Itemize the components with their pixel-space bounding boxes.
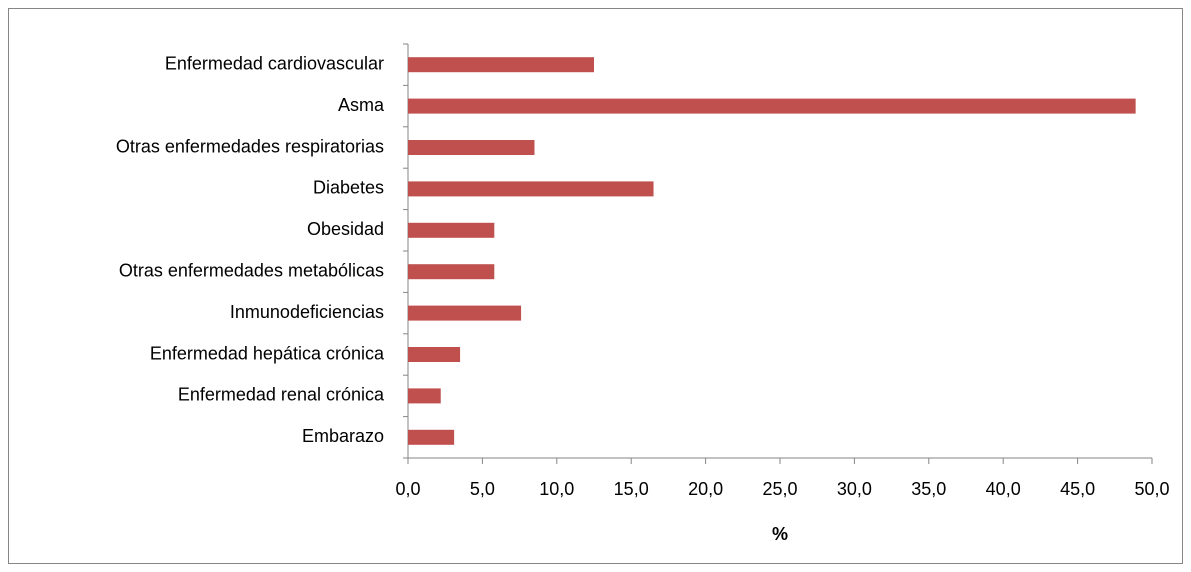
x-tick-label: 30,0 [837,479,872,499]
y-tick-label: Embarazo [302,426,384,446]
bar [408,388,441,404]
y-tick-label: Diabetes [313,178,384,198]
y-tick-label: Otras enfermedades metabólicas [119,260,384,280]
y-tick-label: Asma [338,95,385,115]
x-tick-label: 50,0 [1134,479,1169,499]
bar [408,347,461,362]
bar [408,140,535,155]
bar [408,98,1136,114]
bar [408,305,522,321]
x-tick-label: 10,0 [539,479,574,499]
y-tick-label: Obesidad [307,219,384,239]
x-axis-label: % [772,524,788,544]
y-tick-label: Enfermedad hepática crónica [150,343,385,363]
bar [408,181,654,197]
x-tick-label: 5,0 [470,479,495,499]
bar [408,57,594,73]
x-tick-label: 35,0 [911,479,946,499]
bar [408,429,455,445]
y-tick-label: Inmunodeficiencias [230,302,384,322]
y-tick-label: Otras enfermedades respiratorias [116,136,384,156]
x-tick-label: 15,0 [614,479,649,499]
y-tick-label: Enfermedad cardiovascular [165,53,384,73]
bar [408,222,495,238]
bar [408,264,495,280]
x-tick-label: 45,0 [1060,479,1095,499]
y-tick-label: Enfermedad renal crónica [178,385,385,405]
x-tick-label: 40,0 [986,479,1021,499]
x-tick-label: 0,0 [395,479,420,499]
x-tick-label: 25,0 [762,479,797,499]
x-tick-label: 20,0 [688,479,723,499]
